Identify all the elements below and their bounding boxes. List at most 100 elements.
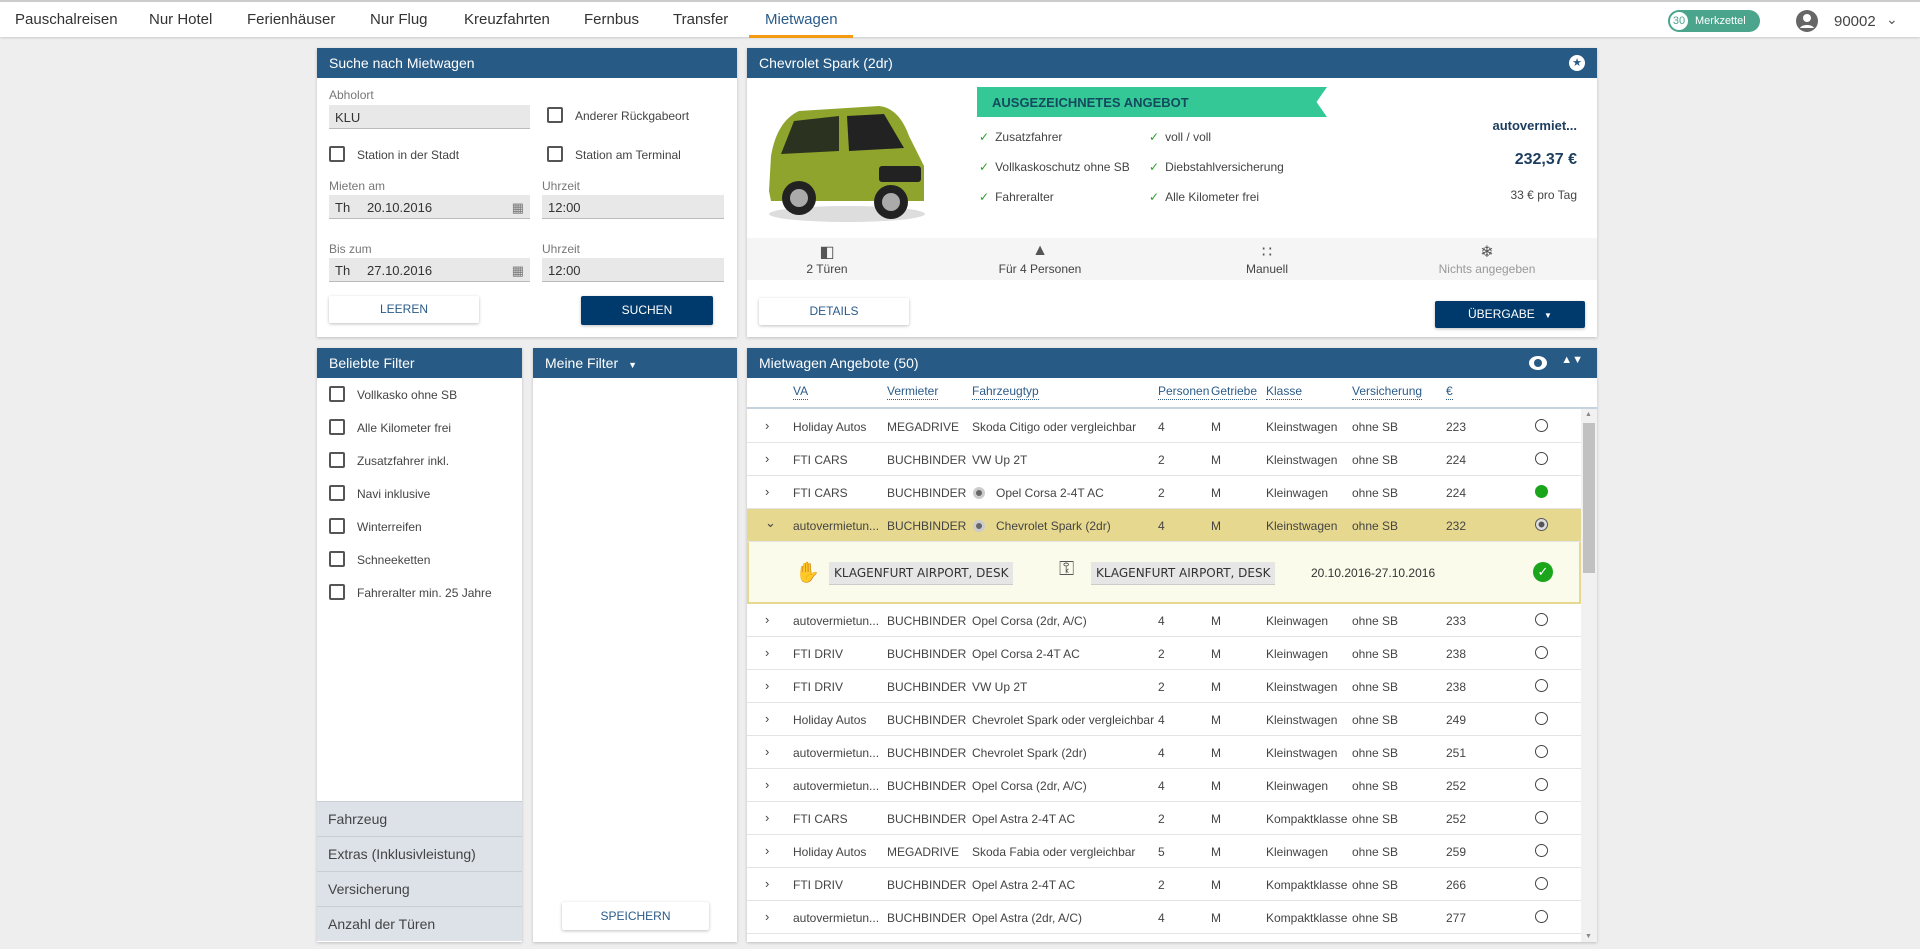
table-row[interactable]: ⌄ autovermietun... BUCHBINDER Chevrolet Spa…	[747, 509, 1581, 542]
anderer-rueckgabeort-checkbox[interactable]	[547, 107, 563, 123]
scrollbar-thumb[interactable]	[1583, 423, 1595, 573]
my-filters-header[interactable]: Meine Filter ▼	[533, 348, 737, 378]
column-header[interactable]: Personen	[1158, 384, 1210, 400]
mieten-date-input[interactable]: Th 20.10.2016 ▦	[329, 195, 530, 219]
cell-personen: 4	[1158, 911, 1165, 925]
table-row[interactable]: › FTI CARS BUCHBINDER Opel Astra 2-4T AC 2 M K…	[747, 802, 1581, 835]
chevron-right-icon[interactable]: ›	[765, 909, 770, 924]
table-row[interactable]: › autovermietun... BUCHBINDER Opel Corsa (2…	[747, 604, 1581, 637]
column-header[interactable]: €	[1446, 384, 1453, 400]
chevron-right-icon[interactable]: ›	[765, 744, 770, 759]
filter-checkbox[interactable]	[329, 584, 345, 600]
chevron-right-icon[interactable]: ›	[765, 418, 770, 433]
chevron-right-icon[interactable]: ›	[765, 451, 770, 466]
merkzettel-label: Merkzettel	[1695, 15, 1746, 27]
tab-nurhotel[interactable]: Nur Hotel	[149, 11, 213, 28]
table-row[interactable]: ›Holiday AutosBUCHBINDEROpel Corsa oder …	[747, 934, 1581, 942]
merkzettel-count: 30	[1669, 11, 1689, 31]
select-radio[interactable]	[1535, 646, 1548, 659]
table-row[interactable]: › FTI CARS BUCHBINDER Opel Corsa 2-4T AC 2 M K…	[747, 476, 1581, 509]
mieten-time-input[interactable]: 12:00	[542, 195, 724, 219]
station-terminal-checkbox[interactable]	[547, 146, 563, 162]
table-row[interactable]: › autovermietun... BUCHBINDER Chevrolet Spa…	[747, 736, 1581, 769]
uebergabe-button[interactable]: ÜBERGABE ▼	[1435, 301, 1585, 328]
eye-icon[interactable]	[973, 520, 985, 532]
filter-checkbox[interactable]	[329, 386, 345, 402]
chevron-right-icon[interactable]: ›	[765, 484, 770, 499]
tab-ferienhäuser[interactable]: Ferienhäuser	[247, 11, 336, 28]
select-radio[interactable]	[1535, 679, 1548, 692]
table-row[interactable]: › FTI DRIV BUCHBINDER Opel Corsa 2-4T AC 2 M K…	[747, 637, 1581, 670]
tab-transfer[interactable]: Transfer	[673, 11, 729, 28]
merkzettel-button[interactable]: 30 Merkzettel	[1668, 10, 1760, 32]
tab-nurflug[interactable]: Nur Flug	[370, 11, 428, 28]
cell-fahrzeugtyp: Opel Corsa (2dr, A/C)	[972, 779, 1087, 793]
abholort-input[interactable]: KLU	[329, 105, 530, 129]
details-button[interactable]: DETAILS	[759, 298, 909, 325]
cell-personen: 2	[1158, 647, 1165, 661]
filter-section[interactable]: Versicherung	[317, 871, 522, 906]
bis-date-input[interactable]: Th 27.10.2016 ▦	[329, 258, 530, 282]
chevron-right-icon[interactable]: ›	[765, 777, 770, 792]
column-header[interactable]: Fahrzeugtyp	[972, 384, 1039, 400]
tab-fernbus[interactable]: Fernbus	[584, 11, 640, 28]
search-button[interactable]: SUCHEN	[581, 296, 713, 325]
select-radio[interactable]	[1535, 419, 1548, 432]
chevron-right-icon[interactable]: ›	[765, 645, 770, 660]
scroll-up-icon[interactable]: ▲	[1585, 411, 1592, 418]
select-radio[interactable]	[1535, 745, 1548, 758]
eye-icon[interactable]	[1529, 356, 1547, 370]
chevron-right-icon[interactable]: ›	[765, 810, 770, 825]
table-row[interactable]: › FTI DRIV BUCHBINDER Opel Astra 2-4T AC 2 M K…	[747, 868, 1581, 901]
column-header[interactable]: VA	[793, 384, 809, 400]
chevron-right-icon[interactable]: ›	[765, 711, 770, 726]
filter-checkbox[interactable]	[329, 452, 345, 468]
tab-mietwagen[interactable]: Mietwagen	[765, 11, 838, 28]
table-row[interactable]: › FTI CARS BUCHBINDER VW Up 2T 2 M Kleinstwage…	[747, 443, 1581, 476]
select-radio[interactable]	[1535, 485, 1548, 498]
bis-time-input[interactable]: 12:00	[542, 258, 724, 282]
select-radio[interactable]	[1535, 452, 1548, 465]
chevron-right-icon[interactable]: ›	[765, 876, 770, 891]
eye-icon[interactable]	[973, 487, 985, 499]
tab-kreuzfahrten[interactable]: Kreuzfahrten	[464, 11, 550, 28]
column-header[interactable]: Vermieter	[887, 384, 939, 400]
filter-checkbox[interactable]	[329, 485, 345, 501]
sort-icon[interactable]: ▲▼	[1561, 354, 1583, 366]
select-radio[interactable]	[1535, 518, 1548, 531]
table-row[interactable]: › autovermietun... BUCHBINDER Opel Astra (2…	[747, 901, 1581, 934]
favorite-star-icon[interactable]: ★	[1569, 55, 1585, 71]
filter-checkbox[interactable]	[329, 518, 345, 534]
table-row[interactable]: › Holiday Autos MEGADRIVE Skoda Citigo oder…	[747, 410, 1581, 443]
station-stadt-checkbox[interactable]	[329, 146, 345, 162]
cell-fahrzeugtyp: VW Up 2T	[972, 453, 1028, 467]
select-radio[interactable]	[1535, 778, 1548, 791]
tab-pauschalreisen[interactable]: Pauschalreisen	[15, 11, 118, 28]
filter-section[interactable]: Anzahl der Türen	[317, 906, 522, 941]
filter-checkbox[interactable]	[329, 419, 345, 435]
column-header[interactable]: Klasse	[1266, 384, 1303, 400]
select-radio[interactable]	[1535, 712, 1548, 725]
table-row[interactable]: › FTI DRIV BUCHBINDER VW Up 2T 2 M Kleinstwage…	[747, 670, 1581, 703]
select-radio[interactable]	[1535, 811, 1548, 824]
table-row[interactable]: › Holiday Autos MEGADRIVE Skoda Fabia oder …	[747, 835, 1581, 868]
clear-button[interactable]: LEEREN	[329, 296, 479, 323]
table-row[interactable]: › autovermietun... BUCHBINDER Opel Corsa (2…	[747, 769, 1581, 802]
select-radio[interactable]	[1535, 877, 1548, 890]
chevron-right-icon[interactable]: ›	[765, 678, 770, 693]
filter-section[interactable]: Extras (Inklusivleistung)	[317, 836, 522, 871]
chevron-right-icon[interactable]: ›	[765, 843, 770, 858]
chevron-right-icon[interactable]: ›	[765, 612, 770, 627]
chevron-down-icon[interactable]: ⌄	[765, 515, 776, 530]
filter-section[interactable]: Fahrzeug	[317, 801, 522, 836]
save-filter-button[interactable]: SPEICHERN	[562, 902, 709, 930]
filter-checkbox[interactable]	[329, 551, 345, 567]
column-header[interactable]: Getriebe	[1211, 384, 1258, 400]
scrollbar[interactable]: ▲ ▼	[1581, 409, 1597, 942]
column-header[interactable]: Versicherung	[1352, 384, 1423, 400]
select-radio[interactable]	[1535, 613, 1548, 626]
table-row[interactable]: › Holiday Autos BUCHBINDER Chevrolet Spark …	[747, 703, 1581, 736]
select-radio[interactable]	[1535, 910, 1548, 923]
scroll-down-icon[interactable]: ▼	[1585, 933, 1592, 940]
select-radio[interactable]	[1535, 844, 1548, 857]
